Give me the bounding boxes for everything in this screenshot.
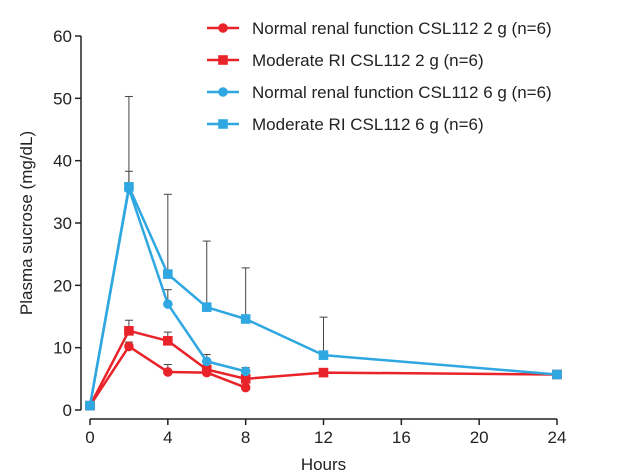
data-point bbox=[124, 182, 134, 192]
data-point bbox=[201, 302, 212, 312]
data-point bbox=[240, 382, 251, 393]
x-tick-label: 24 bbox=[548, 428, 567, 447]
y-tick-label: 30 bbox=[53, 214, 72, 233]
legend-marker bbox=[218, 55, 228, 65]
data-point bbox=[201, 356, 212, 367]
legend-item: Moderate RI CSL112 2 g (n=6) bbox=[207, 51, 484, 70]
y-tick-label: 10 bbox=[53, 339, 72, 358]
legend-label: Moderate RI CSL112 2 g (n=6) bbox=[252, 51, 484, 70]
y-tick-label: 60 bbox=[53, 27, 72, 46]
legend-item: Normal renal function CSL112 6 g (n=6) bbox=[207, 83, 552, 102]
data-point bbox=[124, 341, 134, 352]
data-point bbox=[318, 367, 329, 378]
legend-marker bbox=[218, 87, 228, 97]
legend-item: Moderate RI CSL112 6 g (n=6) bbox=[207, 115, 484, 134]
data-point bbox=[318, 350, 329, 360]
data-point bbox=[163, 299, 173, 309]
y-tick-label: 50 bbox=[53, 89, 72, 108]
x-tick-label: 4 bbox=[163, 428, 172, 447]
data-point bbox=[163, 269, 173, 279]
x-tick-label: 8 bbox=[241, 428, 250, 447]
series-3 bbox=[85, 95, 562, 411]
x-axis-title: Hours bbox=[301, 455, 346, 474]
legend-marker bbox=[218, 23, 228, 33]
y-tick-label: 20 bbox=[53, 276, 72, 295]
y-tick-label: 0 bbox=[63, 401, 72, 420]
legend-label: Normal renal function CSL112 2 g (n=6) bbox=[252, 19, 552, 38]
data-point bbox=[240, 314, 251, 324]
y-tick-label: 40 bbox=[53, 152, 72, 171]
data-point bbox=[163, 336, 173, 346]
data-point bbox=[163, 367, 173, 377]
legend-label: Normal renal function CSL112 6 g (n=6) bbox=[252, 83, 552, 102]
data-point bbox=[85, 400, 95, 411]
y-axis-title: Plasma sucrose (mg/dL) bbox=[17, 131, 36, 315]
legend-item: Normal renal function CSL112 2 g (n=6) bbox=[207, 19, 552, 38]
legend-label: Moderate RI CSL112 6 g (n=6) bbox=[252, 115, 484, 134]
data-point bbox=[124, 326, 134, 336]
series-0 bbox=[85, 341, 251, 411]
legend-marker bbox=[218, 119, 228, 129]
axes: 0 10 20 30 40 50 60 0 4 8 12 16 20 24 bbox=[53, 27, 566, 447]
legend: Normal renal function CSL112 2 g (n=6) Mo… bbox=[207, 19, 552, 134]
x-tick-label: 0 bbox=[85, 428, 94, 447]
x-tick-label: 20 bbox=[470, 428, 489, 447]
data-point bbox=[240, 366, 251, 377]
data-point bbox=[552, 369, 562, 380]
x-tick-label: 16 bbox=[392, 428, 411, 447]
data-point bbox=[240, 374, 251, 384]
plot-area bbox=[85, 95, 562, 411]
x-tick-label: 12 bbox=[314, 428, 333, 447]
data-point bbox=[201, 364, 212, 375]
